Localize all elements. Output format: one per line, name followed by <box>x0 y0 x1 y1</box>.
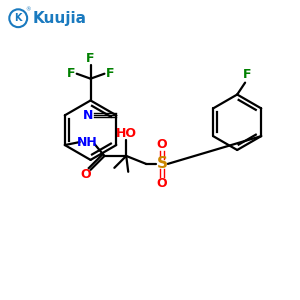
Text: K: K <box>14 13 22 23</box>
Text: NH: NH <box>77 136 98 148</box>
Text: ®: ® <box>25 8 30 13</box>
Text: O: O <box>157 138 167 151</box>
Text: HO: HO <box>116 127 137 140</box>
Text: N: N <box>82 109 93 122</box>
Text: S: S <box>156 156 167 171</box>
Text: F: F <box>106 67 115 80</box>
Text: O: O <box>80 168 91 181</box>
Text: F: F <box>67 67 75 80</box>
Text: O: O <box>157 177 167 190</box>
Text: Kuujia: Kuujia <box>33 11 87 26</box>
Text: F: F <box>86 52 95 65</box>
Text: F: F <box>243 68 251 81</box>
